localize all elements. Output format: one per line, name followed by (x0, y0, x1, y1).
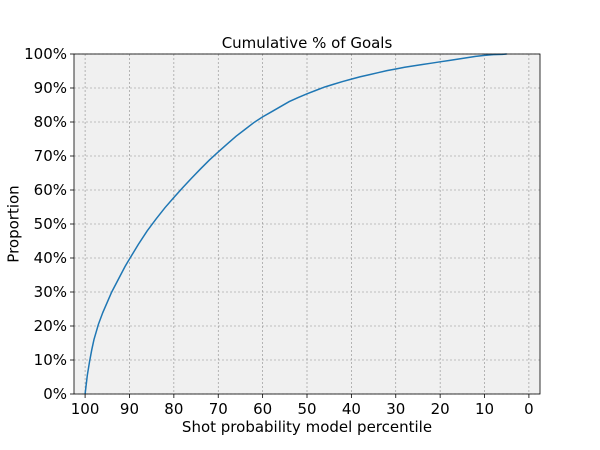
x-tick-label: 30 (386, 400, 405, 418)
y-tick-label: 90% (34, 79, 67, 97)
y-axis-label: Proportion (5, 185, 23, 262)
y-tick-label: 50% (34, 215, 67, 233)
series-line-cumulative-goals (84, 53, 507, 395)
x-tick-label: 10 (475, 400, 494, 418)
y-tick-label: 40% (34, 249, 67, 267)
y-tick-label: 20% (34, 317, 67, 335)
y-tick-label: 70% (34, 147, 67, 165)
x-tick-label: 0 (524, 400, 534, 418)
y-tick-label: 60% (34, 181, 67, 199)
x-tick-label: 40 (342, 400, 361, 418)
x-tick-label: 20 (431, 400, 450, 418)
y-tick-label: 100% (24, 45, 67, 63)
x-tick-label: 50 (297, 400, 316, 418)
x-axis-label: Shot probability model percentile (182, 418, 432, 436)
y-tick-label: 0% (43, 385, 67, 403)
y-tick-label: 10% (34, 351, 67, 369)
y-axis: 0% 10% 20% 30% 40% 50% 60% 70% 80% 90% 100% (24, 45, 74, 403)
y-tick-label: 80% (34, 113, 67, 131)
x-tick-label: 100 (71, 400, 100, 418)
x-tick-label: 70 (209, 400, 228, 418)
x-tick-label: 60 (253, 400, 272, 418)
y-tick-label: 30% (34, 283, 67, 301)
x-tick-label: 80 (164, 400, 183, 418)
x-axis: 100 90 80 70 60 50 40 30 20 10 0 (71, 394, 534, 418)
x-tick-label: 90 (120, 400, 139, 418)
chart-title: Cumulative % of Goals (222, 34, 393, 52)
